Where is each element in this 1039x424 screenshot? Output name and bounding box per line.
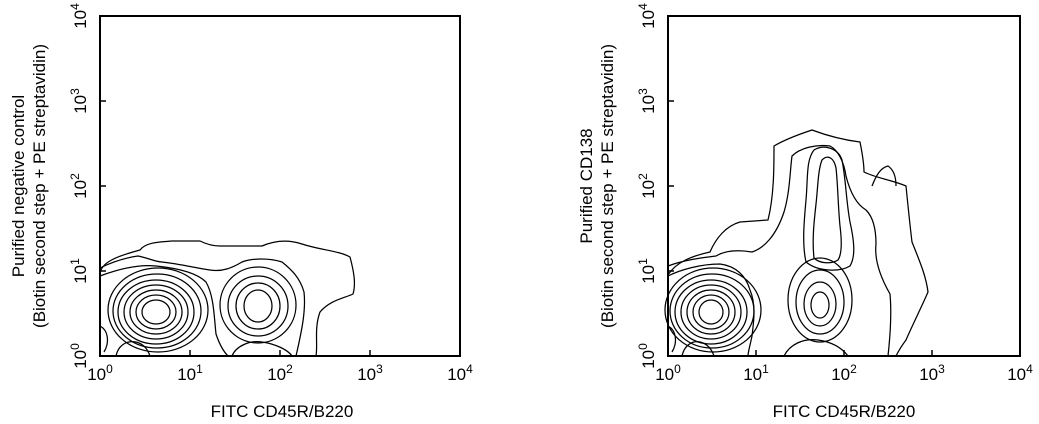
contour-line [219,266,297,344]
x-tick-label: 102 [831,362,857,384]
contour-line [99,255,306,357]
y-axis-label-line2: (Biotin second step + PE streptavidin) [30,44,49,328]
contour-line [227,275,289,337]
contour-line [783,338,849,357]
y-axis-label-line1: Purified negative control [9,95,28,277]
y-tick-label: 104 [636,3,658,29]
y-tick-label: 100 [636,343,658,369]
contour-line [795,269,845,335]
contour-line [871,165,897,187]
contour-line [231,340,293,357]
x-tick-label: 103 [919,362,945,384]
contour-line [680,284,742,340]
contour-line [667,129,929,357]
contour-line [99,325,109,353]
y-tick-label: 100 [68,343,90,369]
contour-line [243,289,273,323]
x-axis-label: FITC CD45R/B220 [773,402,916,421]
y-tick-label: 104 [68,3,90,29]
y-tick-label: 103 [68,88,90,114]
x-axis-label: FITC CD45R/B220 [211,402,354,421]
x-tick-label: 101 [743,362,769,384]
contour-line [787,257,853,343]
contour-line [803,281,837,327]
contour-line [235,282,281,330]
contour-plot-left: 100 101 102 103 104 100 101 102 103 104 Purified … [9,3,473,421]
x-tick-label: 104 [447,362,473,384]
x-tick-label: 100 [87,362,113,384]
contour-line [803,146,855,271]
contour-line [667,325,677,353]
contour-line [115,340,151,357]
contour-line [99,264,229,357]
contour-line [123,284,189,340]
chart-panel-left: 100 101 102 103 104 100 101 102 103 104 Purified … [9,3,473,421]
y-tick-label: 103 [636,88,658,114]
y-tick-label: 102 [636,173,658,199]
contour-line [681,340,715,357]
x-tick-label: 103 [357,362,383,384]
y-tick-label: 102 [68,173,90,199]
contour-group-right [664,129,929,357]
contour-line [117,279,195,345]
y-tick-label: 101 [636,258,658,284]
axis-ticks-right: 100 101 102 103 104 100 101 102 103 104 [636,3,1033,384]
chart-panel-right: 100 101 102 103 104 100 101 102 103 104 Purified … [520,0,1039,424]
x-tick-label: 102 [267,362,293,384]
contour-line [669,273,755,349]
y-axis-label-line2: (Biotin second step + PE streptavidin) [598,44,617,328]
contour-line [99,240,356,357]
contour-line [686,289,736,335]
contour-line [135,294,177,330]
contour-line [107,267,209,353]
contour-line [812,156,842,264]
contour-line [112,273,202,349]
x-tick-label: 101 [177,362,203,384]
contour-line [129,289,183,335]
x-tick-label: 100 [655,362,681,384]
contour-plot-right: 100 101 102 103 104 100 101 102 103 104 Purified … [577,3,1033,421]
y-tick-label: 101 [68,258,90,284]
contour-line [810,291,830,319]
contour-line [698,299,724,325]
y-axis-label-line1: Purified CD138 [577,128,596,243]
x-tick-label: 104 [1007,362,1033,384]
contour-line [692,294,730,330]
contour-line [141,299,171,325]
axis-ticks-left: 100 101 102 103 104 100 101 102 103 104 [68,3,473,384]
contour-line [667,144,892,357]
contour-line [667,263,755,357]
contour-line [674,279,748,345]
contour-group-left [99,240,356,357]
